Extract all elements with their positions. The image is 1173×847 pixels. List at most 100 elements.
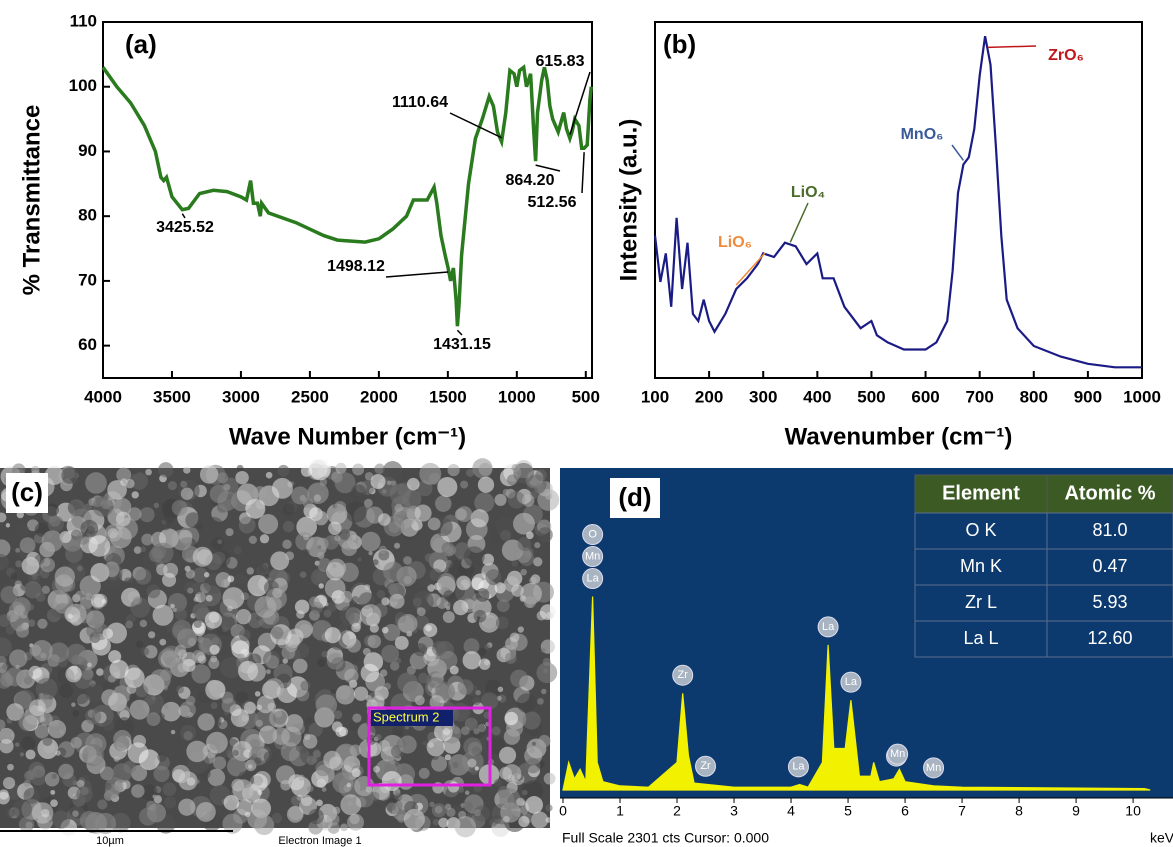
sem-grain [543, 668, 548, 673]
figure: Spectrum 2 (c) 10µm Electron Image 1 400… [0, 0, 1173, 847]
sem-grain [47, 532, 53, 538]
sem-grain [381, 597, 389, 605]
sem-grain [146, 584, 160, 598]
sem-grain [368, 551, 372, 555]
annotation: 864.20 [506, 172, 555, 189]
sem-grain [129, 694, 136, 701]
sem-grain [397, 616, 414, 633]
peak-label: La [822, 621, 835, 633]
sem-grain [20, 537, 36, 553]
sem-grain [26, 750, 36, 760]
sem-grain [15, 742, 19, 746]
sem-grain [273, 710, 287, 724]
sem-grain [404, 809, 425, 830]
sem-grain [76, 786, 92, 802]
sem-grain [85, 472, 107, 494]
sem-grain [72, 810, 79, 817]
sem-grain [476, 588, 490, 602]
sem-grain [36, 678, 58, 700]
peak-label: Mn [585, 550, 600, 562]
sem-grain [178, 663, 188, 673]
sem-grain [319, 583, 324, 588]
sem-grain [19, 817, 34, 832]
sem-grain [59, 684, 73, 698]
sem-grain [271, 627, 283, 639]
sem-grain [425, 625, 431, 631]
sem-grain [135, 568, 151, 584]
sem-grain [520, 569, 527, 576]
sem-grain [213, 756, 226, 769]
sem-grain [7, 764, 14, 771]
sem-grain [231, 709, 249, 727]
sem-grain [141, 554, 150, 563]
x-tick-label: 500 [572, 387, 600, 406]
sem-grain [258, 514, 278, 534]
sem-grain [327, 813, 340, 826]
sem-grain [283, 503, 295, 515]
sem-grain [373, 766, 380, 773]
sem-grain [24, 581, 41, 598]
sem-grain [197, 713, 214, 730]
sem-grain [525, 758, 540, 773]
sem-grain [43, 736, 53, 746]
sem-grain [475, 766, 479, 770]
sem-grain [415, 505, 432, 522]
sem-grain [145, 469, 152, 476]
sem-grain [27, 604, 34, 611]
x-axis-title: Wave Number (cm⁻¹) [229, 423, 466, 450]
sem-grain [352, 702, 364, 714]
sem-grain [301, 795, 312, 806]
sem-grain [308, 809, 324, 825]
sem-grain [496, 617, 509, 630]
sem-grain [114, 735, 130, 751]
sem-grain [239, 629, 251, 641]
sem-grain [20, 752, 24, 756]
sem-grain [66, 644, 87, 665]
sem-grain [324, 602, 328, 606]
sem-grain [156, 564, 168, 576]
sem-grain [500, 530, 511, 541]
sem-grain [280, 780, 291, 791]
sem-grain [26, 671, 33, 678]
sem-grain [447, 464, 459, 476]
sem-grain [104, 562, 120, 578]
sem-grain [336, 463, 347, 474]
sem-grain [323, 751, 341, 769]
sem-grain [239, 517, 256, 534]
sem-grain [371, 792, 380, 801]
sem-grain [367, 635, 380, 648]
sem-grain [438, 818, 448, 828]
sem-grain [381, 645, 399, 663]
table-cell-text: Zr L [965, 592, 997, 612]
sem-grain [452, 762, 458, 768]
sem-grain [317, 779, 326, 788]
sem-grain [433, 819, 440, 826]
annotation: ZrO₆ [1048, 47, 1084, 64]
x-tick-label: 500 [857, 387, 885, 406]
annotation: 615.83 [536, 53, 585, 70]
sem-grain [407, 478, 420, 491]
peak-label: Mn [890, 748, 905, 760]
sem-grain [234, 546, 242, 554]
sem-grain [258, 564, 267, 573]
sem-grain [293, 659, 308, 674]
sem-grain [307, 785, 313, 791]
sem-grain [340, 794, 361, 815]
x-tick-label: 1000 [498, 387, 536, 406]
sem-grain [448, 782, 459, 793]
panel-label: (b) [663, 29, 696, 59]
status-line: Full Scale 2301 cts Cursor: 0.000 [562, 830, 769, 846]
sem-grain [445, 804, 451, 810]
sem-grain [347, 783, 352, 788]
sem-grain [383, 562, 403, 582]
sem-grain [300, 680, 310, 690]
sem-grain [152, 543, 173, 564]
sem-grain [332, 772, 353, 793]
sem-grain [336, 685, 350, 699]
sem-grain [455, 816, 476, 837]
sem-grain [443, 728, 450, 735]
panel-label: (d) [618, 482, 651, 512]
sem-grain [187, 777, 195, 785]
sem-grain [296, 610, 304, 618]
sem-grain [414, 643, 427, 656]
